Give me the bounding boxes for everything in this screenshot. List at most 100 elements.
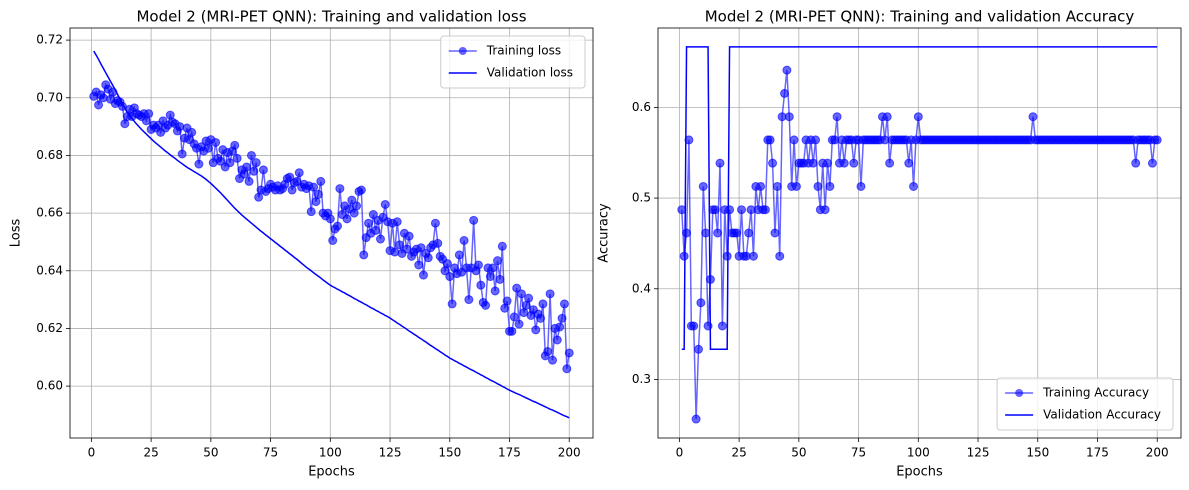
data-point bbox=[689, 321, 699, 331]
data-point bbox=[710, 205, 720, 215]
x-tick-label: 75 bbox=[851, 446, 866, 460]
data-point bbox=[232, 153, 242, 163]
data-point bbox=[885, 158, 895, 168]
data-point bbox=[177, 149, 187, 159]
data-point bbox=[347, 195, 357, 205]
data-point bbox=[775, 251, 785, 261]
y-tick-label: 0.66 bbox=[36, 206, 63, 220]
data-point bbox=[562, 364, 572, 374]
data-point bbox=[713, 228, 723, 238]
data-point bbox=[748, 251, 758, 261]
data-point bbox=[507, 326, 517, 336]
data-point bbox=[211, 137, 221, 147]
data-point bbox=[789, 135, 799, 145]
data-point bbox=[368, 210, 378, 220]
y-tick-label: 0.64 bbox=[36, 263, 63, 277]
data-point bbox=[404, 231, 414, 241]
data-point bbox=[1131, 158, 1141, 168]
data-point bbox=[536, 313, 546, 323]
y-tick-label: 0.72 bbox=[36, 33, 63, 47]
data-point bbox=[380, 199, 390, 209]
y-tick-label: 0.60 bbox=[36, 379, 63, 393]
y-tick-label: 0.5 bbox=[632, 191, 651, 205]
data-point bbox=[94, 100, 104, 110]
data-point bbox=[203, 143, 213, 153]
y-tick-label: 0.70 bbox=[36, 90, 63, 104]
data-point bbox=[682, 228, 692, 238]
data-point bbox=[849, 158, 859, 168]
data-point bbox=[839, 158, 849, 168]
y-axis-label: Loss bbox=[9, 219, 24, 248]
legend: Training loss Validation loss bbox=[440, 35, 586, 89]
data-point bbox=[359, 250, 369, 260]
data-point bbox=[832, 112, 842, 122]
data-point bbox=[215, 156, 225, 166]
x-tick-label: 0 bbox=[676, 446, 684, 460]
legend-label: Training loss bbox=[486, 44, 561, 58]
data-point bbox=[564, 348, 574, 358]
legend: Training Accuracy Validation Accuracy bbox=[996, 377, 1174, 431]
data-point bbox=[481, 300, 491, 310]
legend-frame bbox=[996, 377, 1174, 431]
x-tick-label: 150 bbox=[1026, 446, 1049, 460]
x-tick-label: 100 bbox=[319, 446, 342, 460]
data-point bbox=[390, 247, 400, 257]
data-point bbox=[524, 293, 534, 303]
data-point bbox=[251, 158, 261, 168]
data-point bbox=[882, 112, 892, 122]
data-point bbox=[485, 272, 495, 282]
data-point bbox=[516, 289, 526, 299]
y-tick-label: 0.3 bbox=[632, 372, 651, 386]
data-point bbox=[909, 181, 919, 191]
data-point bbox=[225, 158, 235, 168]
axes-frame bbox=[657, 27, 1182, 439]
data-point bbox=[514, 319, 524, 329]
x-tick-label: 175 bbox=[498, 446, 521, 460]
data-point bbox=[543, 347, 553, 357]
data-point bbox=[548, 355, 558, 365]
data-point bbox=[454, 250, 464, 260]
data-point bbox=[770, 228, 780, 238]
subplot: 0 25 50 75 100 125 150 175 200 0.3 0.4 0.5 0.6 Model … bbox=[597, 8, 1182, 480]
data-point bbox=[725, 205, 735, 215]
x-tick-label: 50 bbox=[791, 446, 806, 460]
data-point bbox=[447, 299, 457, 309]
y-axis-label: Accuracy bbox=[597, 203, 612, 263]
data-point bbox=[791, 181, 801, 191]
legend-frame bbox=[440, 35, 586, 89]
y-tick-label: 0.6 bbox=[632, 100, 651, 114]
data-point bbox=[371, 225, 381, 235]
data-point bbox=[242, 162, 252, 172]
data-point bbox=[913, 112, 923, 122]
data-point bbox=[316, 176, 326, 186]
x-tick-label: 200 bbox=[558, 446, 581, 460]
data-point bbox=[813, 181, 823, 191]
data-point bbox=[493, 256, 503, 266]
data-point bbox=[375, 234, 385, 244]
data-point bbox=[756, 181, 766, 191]
data-point bbox=[392, 217, 402, 227]
data-point bbox=[490, 286, 500, 296]
data-point bbox=[418, 270, 428, 280]
series-line bbox=[93, 50, 570, 419]
chart-title: Model 2 (MRI-PET QNN): Training and vali… bbox=[136, 8, 526, 26]
data-point bbox=[531, 325, 541, 335]
data-point bbox=[509, 312, 519, 322]
x-tick-label: 125 bbox=[967, 446, 990, 460]
data-point bbox=[684, 135, 694, 145]
data-point bbox=[701, 228, 711, 238]
x-tick-label: 25 bbox=[143, 446, 158, 460]
data-point bbox=[904, 158, 914, 168]
data-point bbox=[732, 228, 742, 238]
data-point bbox=[698, 181, 708, 191]
data-point bbox=[473, 260, 483, 270]
data-point bbox=[760, 205, 770, 215]
data-point bbox=[693, 344, 703, 354]
data-point bbox=[784, 112, 794, 122]
x-tick-label: 200 bbox=[1146, 446, 1169, 460]
data-point bbox=[717, 321, 727, 331]
x-tick-label: 100 bbox=[907, 446, 930, 460]
data-point bbox=[306, 207, 316, 217]
data-point bbox=[808, 158, 818, 168]
